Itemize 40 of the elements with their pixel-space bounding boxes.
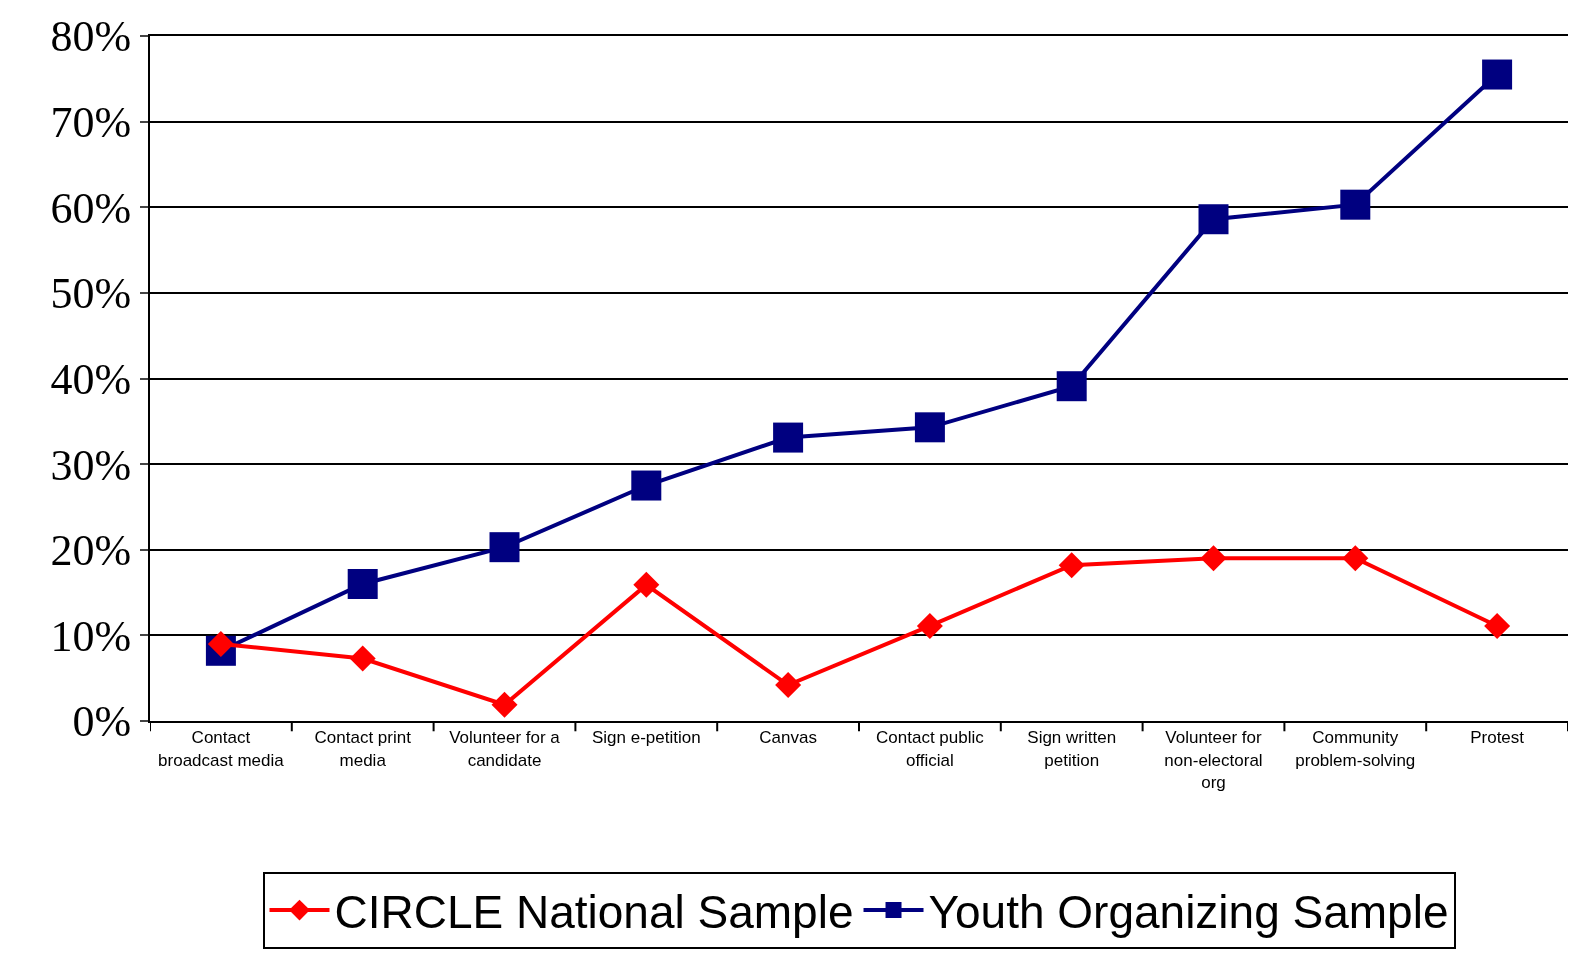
y-tick-label: 40% [50,354,132,404]
point [489,532,520,563]
point [1200,545,1227,572]
y-tick-label: 10% [50,611,132,661]
x-tick-label: Canvas [759,728,817,748]
y-tick-label: 70% [50,98,132,148]
legend-label: Youth Organizing Sample [928,886,1449,939]
point [916,612,943,639]
legend-label: CIRCLE National Sample [334,886,854,939]
point [1482,59,1513,90]
y-tick-label: 60% [50,183,132,233]
y-tick-label: 20% [50,526,132,576]
point [347,569,378,599]
point [914,412,945,443]
point [633,571,660,598]
point [1198,204,1229,235]
x-tick-label: Sign written petition [1027,728,1117,770]
x-tick-label: Protest [1470,728,1525,748]
point [775,672,802,699]
point [1058,552,1085,579]
point [1342,545,1369,572]
point [491,691,518,718]
point [207,630,234,657]
point [349,645,376,672]
x-tick-label: Volunteer for non-electoral org [1164,728,1263,792]
y-tick-label: 80% [50,12,132,62]
x-tick-label: Volunteer for a candidate [449,728,561,770]
x-tick-label: Contact broadcast media [158,728,285,770]
y-tick-label: 30% [50,440,132,490]
point [631,470,662,501]
y-tick-label: 50% [50,269,132,319]
x-tick-label: Sign e-petition [591,728,701,748]
point [773,422,804,453]
x-tick-label: Contact print media [314,728,412,770]
x-tick-label: Community problem-solving [1295,728,1416,770]
point [1484,612,1511,639]
y-tick-label: 0% [72,697,132,747]
x-tick-label: Contact public official [876,728,985,770]
point [1340,189,1371,220]
point [1056,371,1087,402]
